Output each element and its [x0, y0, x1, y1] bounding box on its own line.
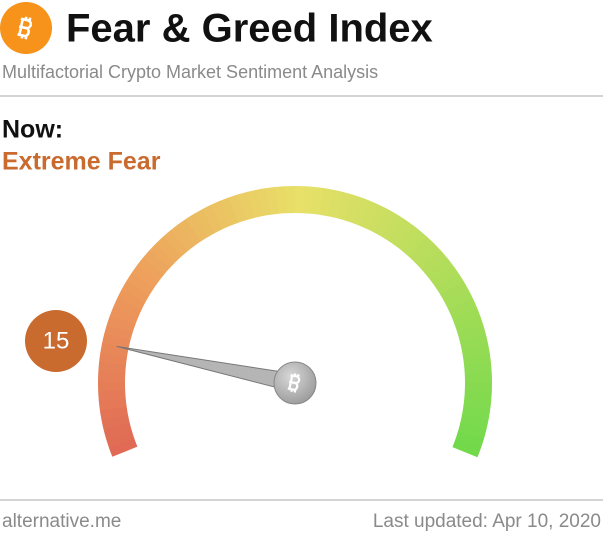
needle: [116, 345, 298, 393]
gauge-arc: [219, 197, 239, 226]
gauge-arc: [444, 289, 473, 310]
gauge-arc: [98, 371, 126, 382]
gauge-arc: [256, 188, 271, 217]
gauge-arc: [431, 264, 459, 289]
gauge-arc: [104, 324, 133, 341]
source: alternative.me: [2, 511, 121, 532]
gauge-arc: [185, 213, 209, 242]
gauge-arc: [238, 191, 255, 221]
gauge-arc: [457, 422, 487, 440]
gauge-arc: [352, 197, 371, 226]
gauge-arc: [414, 243, 441, 269]
gauge-arc: [328, 189, 344, 219]
gauge-arc: [459, 334, 489, 350]
gauge-arc: [178, 218, 202, 247]
gauge-arc: [149, 242, 176, 269]
gauge-arc: [461, 343, 490, 358]
gauge-arc: [106, 315, 136, 333]
gauge-arc: [211, 200, 231, 230]
gauge-arc: [100, 342, 129, 357]
gauge-arc: [382, 213, 405, 242]
logo: [0, 2, 52, 54]
gauge-arc: [303, 186, 315, 214]
gauge-arc: [455, 430, 484, 449]
gauge-arc: [98, 397, 127, 411]
gauge-arc: [163, 230, 188, 257]
gauge: 15: [25, 186, 492, 458]
gauge-arc: [367, 204, 388, 234]
gauge-arc: [121, 280, 150, 303]
gauge-arc: [109, 306, 139, 325]
gauge-arc: [464, 381, 492, 392]
gauge-arc: [374, 209, 397, 238]
gauge-arc: [457, 324, 486, 342]
gauge-arc: [408, 236, 435, 263]
gauge-arc: [266, 186, 279, 215]
gauge-arc: [275, 186, 288, 214]
gauge-arc: [137, 257, 165, 282]
gauge-arc: [103, 422, 132, 439]
gauge-arc: [336, 191, 353, 221]
gauge-arc: [126, 272, 155, 295]
gauge-arc: [170, 224, 195, 252]
gauge-arc: [425, 257, 454, 282]
gauge-arc: [448, 297, 477, 318]
gauge-arc: [97, 381, 126, 392]
gauge-arc: [113, 297, 142, 318]
gauge-arc: [389, 218, 413, 247]
gauge-arc: [395, 224, 420, 252]
gauge-arc: [99, 406, 129, 420]
gauge-arc: [108, 438, 138, 457]
gauge-arc: [464, 362, 492, 374]
gauge-arc: [319, 188, 334, 217]
gauge-arc: [462, 352, 491, 366]
subtitle: Multifactorial Crypto Market Sentiment A…: [2, 62, 378, 82]
gauge-arc: [440, 280, 469, 303]
gauge-arc: [460, 414, 489, 430]
gauge-arc: [156, 236, 182, 263]
gauge-arc: [452, 438, 482, 458]
gauge-arc: [402, 230, 428, 257]
gauge-arc: [285, 186, 296, 214]
gauge-arc: [98, 389, 126, 401]
gauge-arc: [359, 200, 380, 230]
now-label: Now:: [2, 116, 63, 144]
gauge-arc: [464, 390, 492, 402]
gauge-arc: [435, 272, 464, 296]
gauge-arc: [98, 361, 126, 374]
gauge-arc: [451, 306, 481, 326]
value-label: 15: [43, 327, 70, 354]
gauge-arc: [295, 186, 306, 214]
gauge-arc: [461, 406, 491, 421]
updated: Last updated: Apr 10, 2020: [373, 511, 601, 532]
gauge-arc: [464, 372, 492, 383]
gauge-arc: [202, 204, 223, 233]
gauge-arc: [344, 194, 362, 223]
chart-title: Fear & Greed Index: [66, 7, 433, 51]
gauge-arc: [131, 264, 160, 288]
gauge-arc: [420, 250, 448, 275]
gauge-arc: [454, 315, 484, 334]
gauge-arc: [102, 333, 131, 349]
gauge-arc: [194, 208, 216, 237]
gauge-arc: [247, 189, 263, 219]
gauge-arc: [228, 194, 247, 223]
classification: Extreme Fear: [2, 148, 161, 176]
gauge-arc: [143, 249, 170, 275]
gauge-arc: [105, 430, 135, 448]
gauge-arc: [117, 288, 146, 310]
value-bubble: [25, 310, 87, 372]
